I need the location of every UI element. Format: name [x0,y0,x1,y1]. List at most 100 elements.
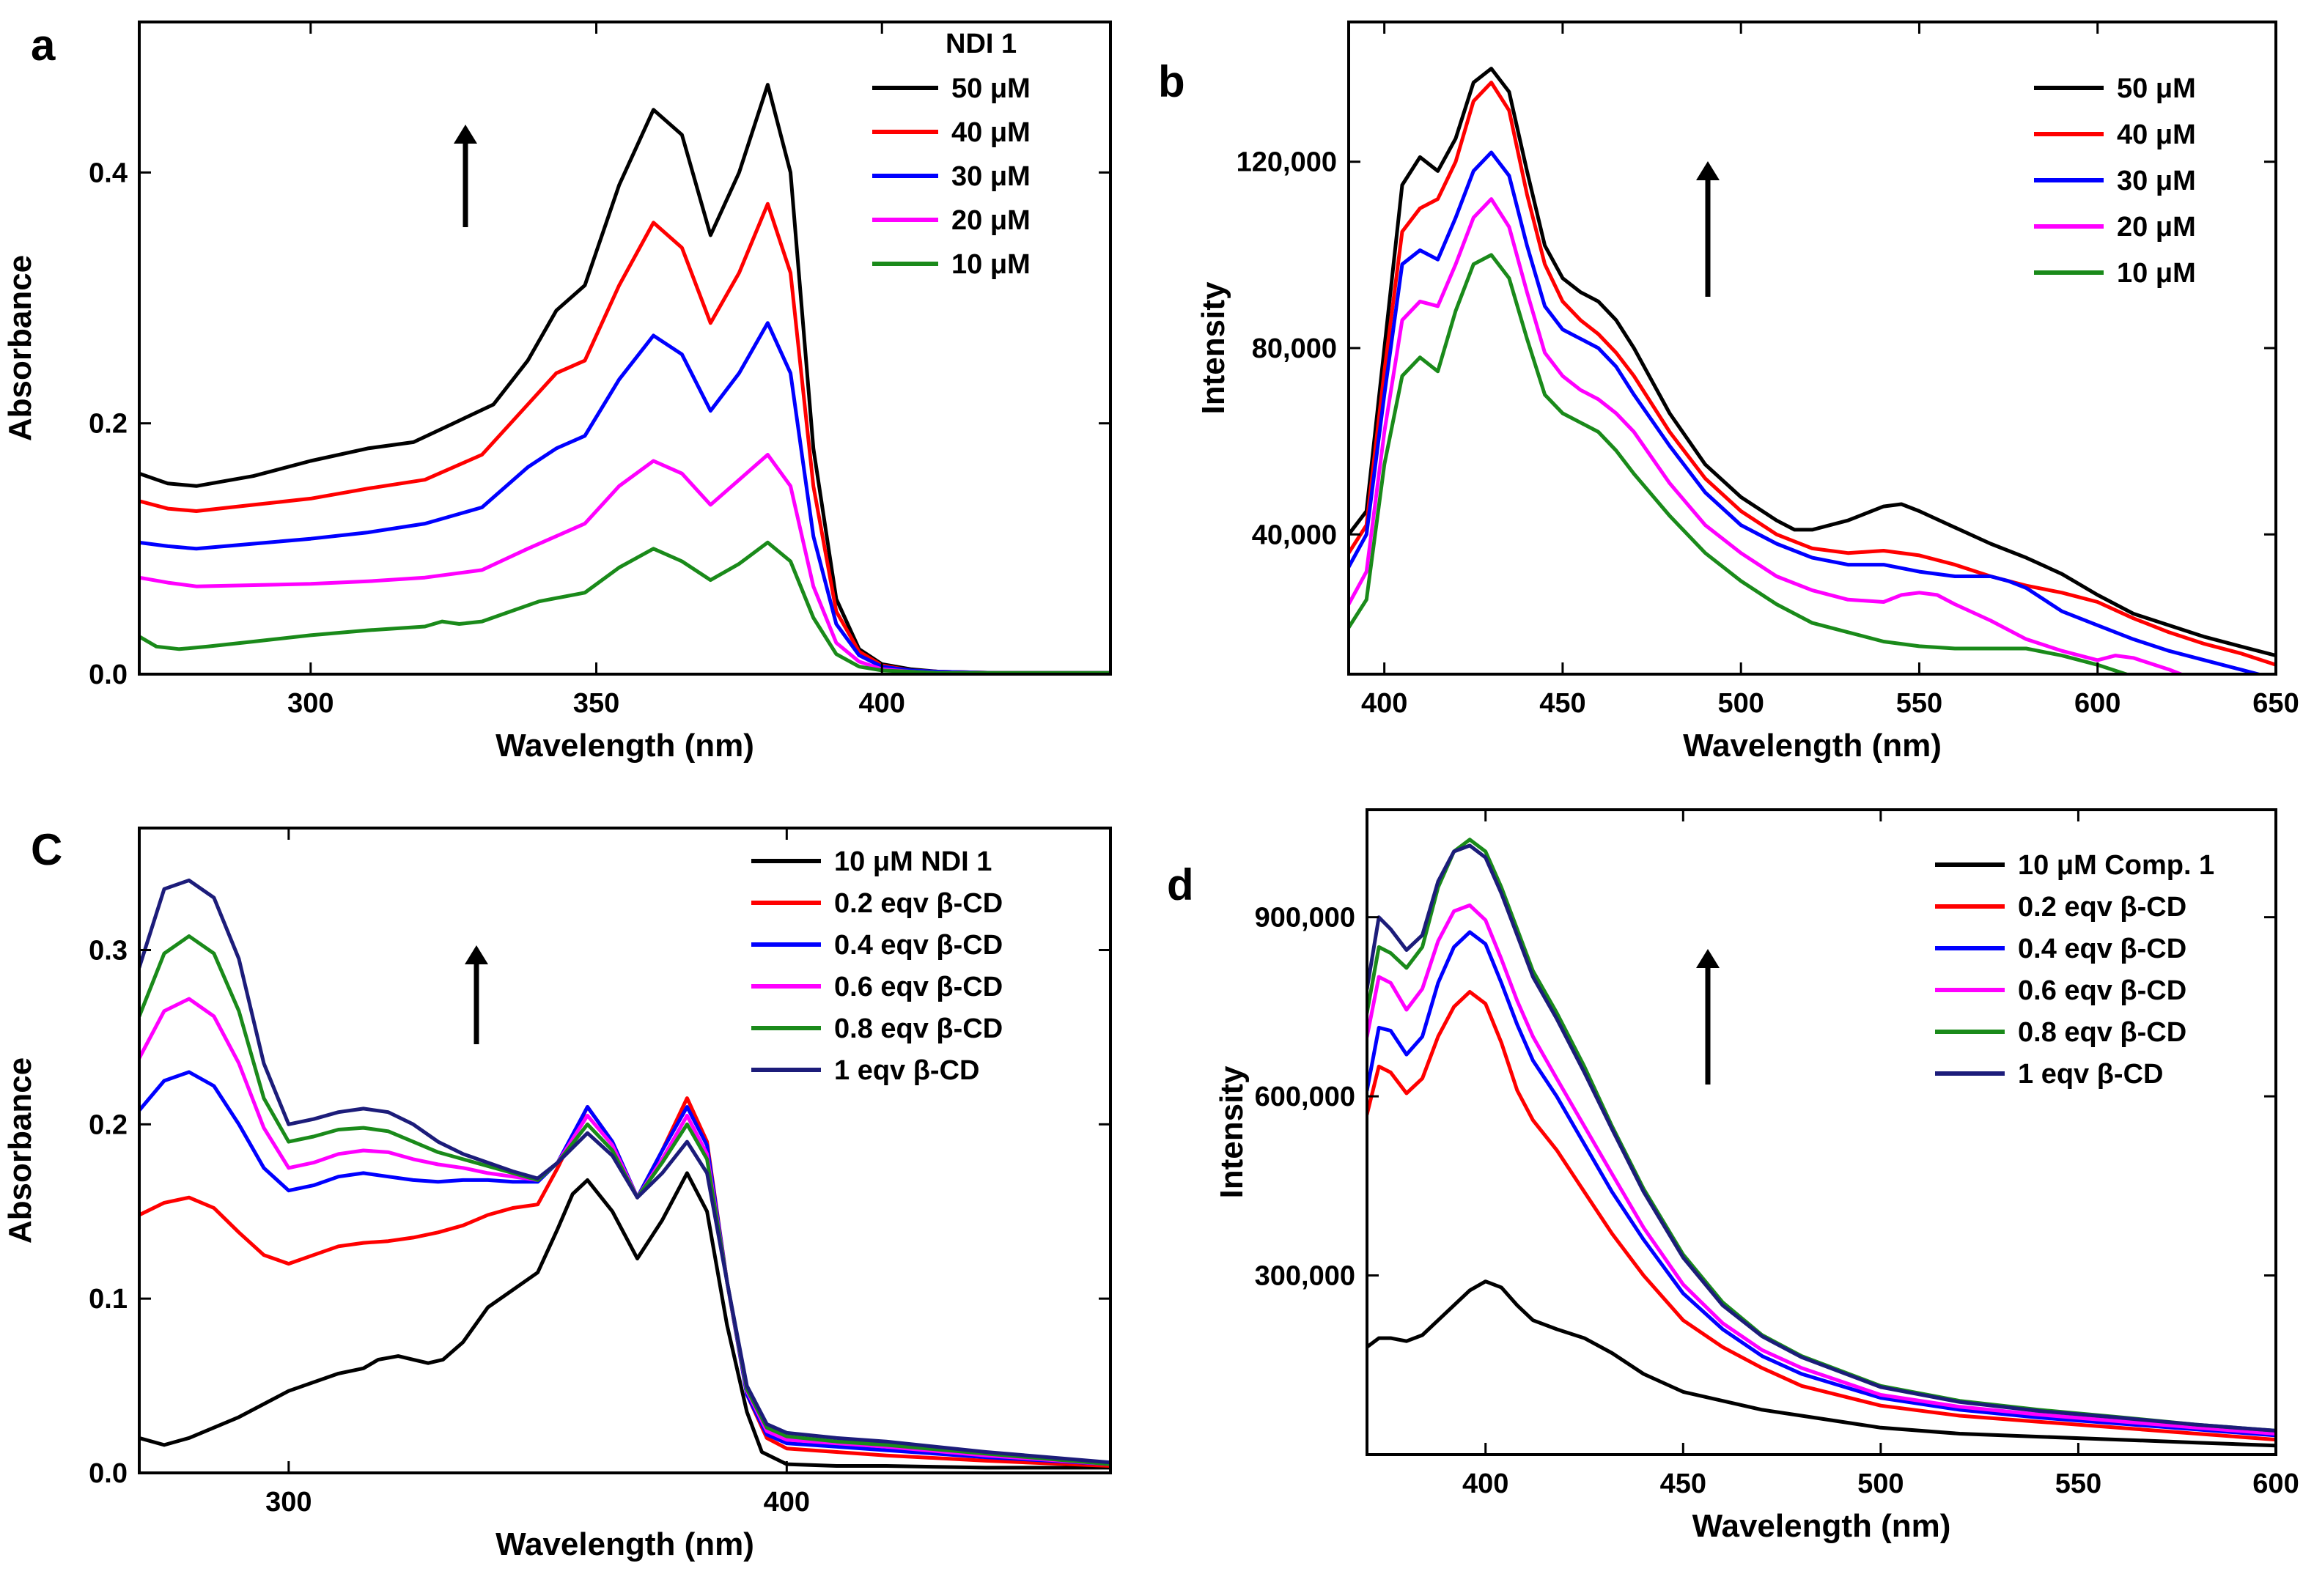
series-line-b-4 [1349,253,2132,674]
x-tick-label: 600 [2074,688,2120,719]
x-tick-label: 500 [1717,688,1764,719]
panel-a: 300 350 400 0.0 0.2 0.4 Wavelength (nm) Absorba… [2,21,1112,764]
y-tick-label: 80,000 [1252,333,1337,364]
y-tick-label: 0.0 [89,1458,128,1489]
series-line-b-3 [1349,197,2186,674]
x-axis-title: Wavelength (nm) [495,1526,754,1562]
series-line-b-2 [1349,150,2266,674]
series-line-c-2 [139,1070,1110,1466]
series-line-d-3 [1367,903,2276,1436]
legend-label: 1 eqv β-CD [834,1055,979,1086]
series-line-a-4 [139,540,1110,674]
series-line-b-1 [1349,81,2276,667]
x-tick-label: 550 [1896,688,1942,719]
legend-label: 0.4 eqv β-CD [2018,934,2186,964]
legend: NDI 1 50 μM 40 μM 30 μM 20 μM 10 μM [872,29,1031,280]
legend-label: 50 μM [2117,73,2196,104]
legend: 10 μM Comp. 1 0.2 eqv β-CD 0.4 eqv β-CD 0.6… [1935,850,2214,1090]
series-line-a-2 [139,321,1110,674]
legend-label: 0.2 eqv β-CD [2018,892,2186,923]
series-line-c-5 [139,878,1110,1465]
series-group [1349,67,2276,674]
panel-b: 400 450 500 550 600 650 40,000 80,000 120,000 Wav… [1158,21,2299,764]
y-tick-label: 120,000 [1237,147,1337,178]
x-axis-title: Wavelength (nm) [1692,1508,1951,1544]
legend-label: 10 μM Comp. 1 [2018,850,2214,881]
legend-label: 0.8 eqv β-CD [2018,1017,2186,1048]
x-tick-label: 500 [1857,1468,1904,1499]
x-axis-title: Wavelength (nm) [1683,728,1942,764]
legend: 50 μM 40 μM 30 μM 20 μM 10 μM [2034,73,2196,289]
y-tick-label: 900,000 [1255,903,1355,934]
x-tick-label: 600 [2252,1468,2299,1499]
y-tick-label: 0.3 [89,935,128,966]
legend-label: 30 μM [951,161,1031,192]
y-axis-title: Intensity [1195,281,1231,414]
series-line-d-1 [1367,990,2276,1442]
y-axis-title: Absorbance [2,255,38,441]
legend-label: 20 μM [951,205,1031,236]
legend-label: 10 μM NDI 1 [834,846,992,877]
y-tick-label: 0.4 [89,158,128,188]
x-tick-label: 450 [1539,688,1585,719]
x-tick-label: 400 [1462,1468,1508,1499]
series-line-d-2 [1367,930,2276,1438]
x-tick-label: 400 [1361,688,1407,719]
panel-letter: b [1158,57,1185,106]
up-arrow-icon [465,945,488,964]
y-tick-label: 0.2 [89,1109,128,1140]
y-axis-title: Absorbance [2,1057,38,1244]
legend-label: 50 μM [951,73,1031,104]
up-arrow-icon [1696,949,1720,968]
panel-c: 300 400 0.0 0.1 0.2 0.3 Wavelength (nm) Absorba… [2,825,1112,1562]
legend-label: 10 μM [951,249,1031,280]
legend-label: 0.2 eqv β-CD [834,888,1003,919]
y-tick-label: 0.0 [89,660,128,690]
legend-label: 40 μM [2117,119,2196,150]
y-tick-label: 40,000 [1252,520,1337,550]
legend-label: 0.4 eqv β-CD [834,930,1003,961]
panel-letter: C [31,825,62,874]
panel-letter: d [1167,860,1194,909]
series-line-c-0 [139,1171,1110,1470]
series-group [139,83,1110,674]
y-axis-title: Intensity [1214,1065,1250,1198]
x-tick-label: 400 [859,688,905,719]
y-tick-label: 300,000 [1255,1261,1355,1292]
series-group [139,878,1110,1470]
y-tick-label: 0.1 [89,1284,128,1315]
x-tick-label: 300 [287,688,334,719]
x-tick-label: 350 [573,688,619,719]
plot-frame [138,21,1112,676]
legend-label: 1 eqv β-CD [2018,1059,2163,1090]
legend-label: 30 μM [2117,166,2196,196]
x-tick-label: 550 [2055,1468,2101,1499]
x-tick-label: 650 [2252,688,2299,719]
series-line-d-4 [1367,838,2276,1433]
legend-title: NDI 1 [946,29,1017,59]
series-line-d-0 [1367,1279,2276,1448]
x-tick-label: 300 [265,1487,312,1518]
plot-frame [1366,808,2277,1456]
plot-frame [138,827,1112,1474]
legend-label: 0.6 eqv β-CD [834,972,1003,1002]
panel-letter: a [31,21,56,70]
legend-label: 10 μM [2117,258,2196,289]
up-arrow-icon [454,125,477,144]
series-line-d-5 [1367,843,2276,1433]
series-group [1367,838,2276,1448]
x-axis-title: Wavelength (nm) [495,728,754,764]
up-arrow-icon [1696,161,1720,180]
series-line-b-0 [1349,67,2276,658]
series-line-c-1 [139,1096,1110,1468]
x-tick-label: 400 [764,1487,810,1518]
y-tick-label: 600,000 [1255,1082,1355,1112]
legend-label: 40 μM [951,117,1031,148]
y-tick-label: 0.2 [89,409,128,440]
legend-label: 0.8 eqv β-CD [834,1013,1003,1044]
panel-d: 400 450 500 550 600 300,000 600,000 900,000 Wave… [1167,808,2299,1544]
legend: 10 μM NDI 1 0.2 eqv β-CD 0.4 eqv β-CD 0.6 e… [751,846,1003,1086]
x-tick-label: 450 [1660,1468,1706,1499]
legend-label: 0.6 eqv β-CD [2018,975,2186,1006]
